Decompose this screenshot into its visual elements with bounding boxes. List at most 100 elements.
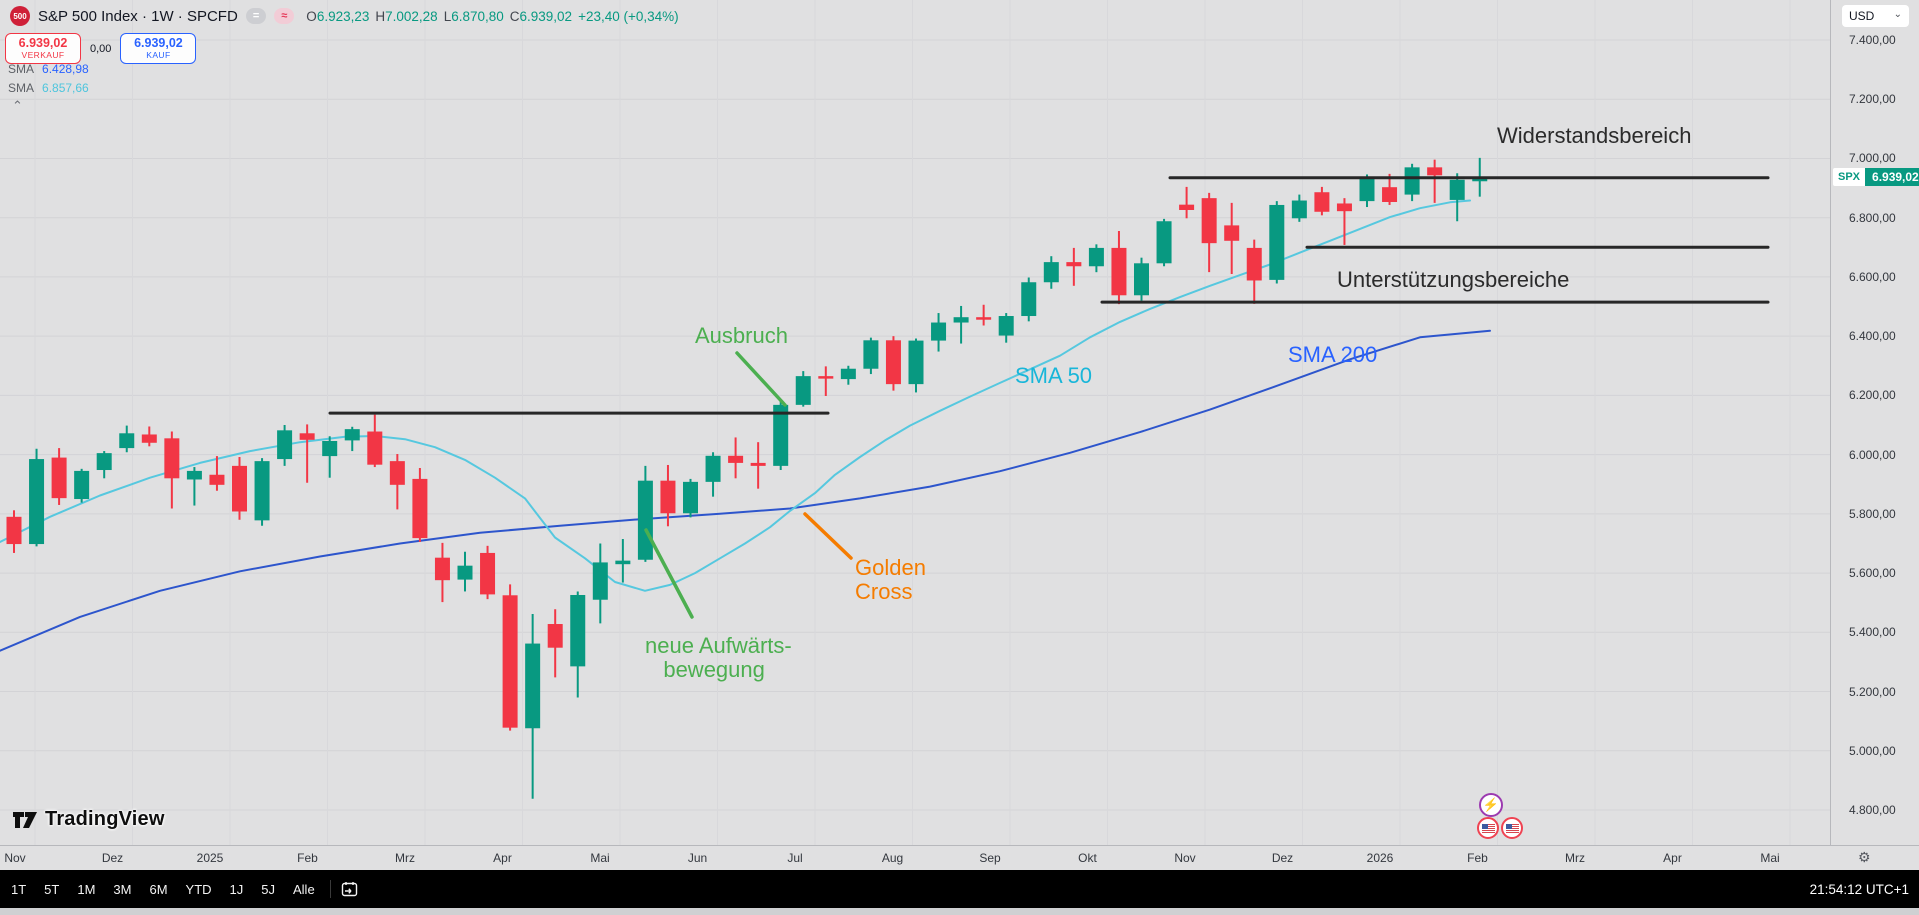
time-label-17-Apr: Apr xyxy=(1663,851,1682,865)
ohlc-h: H7.002,28 xyxy=(375,8,438,24)
range-button-5j[interactable]: 5J xyxy=(261,881,275,897)
candle-week-5 xyxy=(119,425,135,453)
candle-week-50 xyxy=(1134,257,1149,301)
spread-value: 0,00 xyxy=(90,42,112,55)
time-label-9-Aug: Aug xyxy=(881,851,904,865)
buy-button[interactable]: 6.939,02 KAUF xyxy=(120,33,197,64)
price-label-4800: 4.800,00 xyxy=(1849,803,1896,817)
candle-week-44 xyxy=(998,313,1014,343)
support-label[interactable]: Unterstützungsbereiche xyxy=(1337,267,1570,292)
price-label-6400: 6.400,00 xyxy=(1849,329,1896,344)
time-label-3-Feb: Feb xyxy=(297,851,318,865)
sma50-legend[interactable]: SMA 6.857,66 xyxy=(8,81,89,95)
golden-cross-label[interactable]: Golden Cross xyxy=(855,555,926,604)
candle-week-18 xyxy=(412,467,428,542)
candle-week-20 xyxy=(457,551,473,592)
new-uptrend-label[interactable]: neue Aufwärts- bewegung xyxy=(645,633,792,682)
candle-week-4 xyxy=(96,451,112,479)
candle-week-49 xyxy=(1111,231,1127,305)
candle-week-8 xyxy=(186,467,202,506)
axis-settings-gear-icon[interactable]: ⚙ xyxy=(1858,849,1871,865)
ohlc-values: O6.923,23 H7.002,28 L6.870,80 C6.939,02 +23,… xyxy=(306,9,678,24)
resistance-label[interactable]: Widerstandsbereich xyxy=(1497,123,1692,148)
candle-week-25 xyxy=(570,591,586,698)
time-label-18-Mai: Mai xyxy=(1760,851,1780,865)
candle-week-16 xyxy=(367,414,383,468)
last-price-symbol: SPX xyxy=(1833,167,1866,186)
candle-week-32 xyxy=(728,437,744,479)
range-button-ytd[interactable]: YTD xyxy=(185,881,212,897)
time-label-15-Feb: Feb xyxy=(1467,851,1488,865)
go-to-date-calendar-icon[interactable] xyxy=(341,881,358,898)
currency-selector[interactable]: USD ⌄ xyxy=(1842,5,1909,27)
candle-week-59 xyxy=(1336,198,1352,245)
symbol-title[interactable]: S&P 500 Index · 1W · SPCFD xyxy=(38,7,238,25)
breakout-label[interactable]: Ausbruch xyxy=(695,323,788,348)
time-axis[interactable]: Nov Dez 2025 Feb Mrz Apr Mai Jun Jul Aug Sep Okt Nov… xyxy=(0,845,1919,870)
range-button-1m[interactable]: 1M xyxy=(77,881,96,897)
buy-price: 6.939,02 xyxy=(134,36,183,51)
range-button-6m[interactable]: 6M xyxy=(149,881,168,897)
candle-week-9 xyxy=(209,456,225,491)
buy-label: KAUF xyxy=(146,49,171,60)
range-button-3m[interactable]: 3M xyxy=(113,881,132,897)
toolbar-clock[interactable]: 21:54:12 UTC+1 xyxy=(1809,881,1909,897)
chart-canvas[interactable]: Widerstandsbereich Unterstützungsbereiche… xyxy=(0,0,1830,845)
candle-week-41 xyxy=(931,313,947,352)
wave-indicator-icon[interactable]: ≈ xyxy=(274,8,295,24)
sma200-line[interactable] xyxy=(0,329,1491,652)
candle-week-19 xyxy=(434,542,450,603)
candle-week-47 xyxy=(1066,247,1082,286)
candle-week-28 xyxy=(637,465,653,562)
candle-week-36 xyxy=(818,366,834,396)
range-button-5t[interactable]: 5T xyxy=(44,881,60,897)
candle-week-10 xyxy=(232,456,247,520)
candle-week-60 xyxy=(1359,174,1375,208)
tradingview-logo[interactable]: TradingView xyxy=(12,808,165,831)
candle-week-64 xyxy=(1449,173,1465,222)
sma50-label[interactable]: SMA 50 xyxy=(1015,363,1093,388)
time-label-10-Sep: Sep xyxy=(979,851,1001,865)
candle-week-37 xyxy=(840,365,856,385)
time-label-13-Dez: Dez xyxy=(1271,851,1294,865)
range-button-alle[interactable]: Alle xyxy=(293,881,315,897)
candle-week-48 xyxy=(1088,244,1104,273)
sma200-legend-name: SMA xyxy=(8,62,35,76)
range-button-1j[interactable]: 1J xyxy=(229,881,244,897)
change-value: +23,40 (+0,34%) xyxy=(578,8,679,24)
time-label-16-Mrz: Mrz xyxy=(1565,851,1585,865)
price-label-7200: 7.200,00 xyxy=(1849,92,1896,107)
golden-cross-pointer[interactable] xyxy=(803,512,853,560)
us-economic-event-icon[interactable] xyxy=(1477,817,1499,839)
price-label-6000: 6.000,00 xyxy=(1849,447,1896,462)
candle-week-43 xyxy=(976,304,992,326)
ohlc-l: L6.870,80 xyxy=(443,8,504,24)
sma200-label[interactable]: SMA 200 xyxy=(1288,342,1378,367)
sma200-legend[interactable]: SMA 6.428,98 xyxy=(8,62,89,76)
breakout-pointer[interactable] xyxy=(735,351,787,407)
compare-minus-icon[interactable]: = xyxy=(245,8,267,24)
candle-week-46 xyxy=(1043,256,1059,289)
price-axis[interactable]: USD ⌄ 7.400,00 7.200,00 7.000,00 6.800,00 6.… xyxy=(1830,0,1919,845)
last-price-value: 6.939,02 xyxy=(1865,167,1919,186)
price-label-6200: 6.200,00 xyxy=(1849,388,1896,403)
range-button-1t[interactable]: 1T xyxy=(11,881,27,897)
new-uptrend-pointer[interactable] xyxy=(644,528,694,619)
candle-week-26 xyxy=(592,543,608,624)
price-label-5800: 5.800,00 xyxy=(1849,506,1896,521)
time-label-14-2026: 2026 xyxy=(1366,851,1394,865)
last-price-tag: SPX 6.939,02 xyxy=(1833,167,1919,186)
tradingview-mark-icon xyxy=(13,811,37,828)
legend-collapse-caret-icon[interactable]: ⌃ xyxy=(12,98,23,113)
time-label-1-Dez: Dez xyxy=(101,851,124,865)
us-economic-event-icon[interactable] xyxy=(1501,817,1523,839)
chevron-down-icon: ⌄ xyxy=(1893,8,1902,20)
sell-button[interactable]: 6.939,02 VERKAUF xyxy=(5,33,81,64)
candle-week-1 xyxy=(29,448,45,547)
candle-week-62 xyxy=(1404,163,1420,202)
candle-week-2 xyxy=(51,448,67,505)
event-lightning-icon[interactable]: ⚡ xyxy=(1479,793,1503,817)
bottom-toolbar: 1T 5T 1M 3M 6M YTD 1J 5J Alle 21:54:12 UTC+1 xyxy=(0,870,1919,908)
toolbar-divider xyxy=(329,880,331,898)
